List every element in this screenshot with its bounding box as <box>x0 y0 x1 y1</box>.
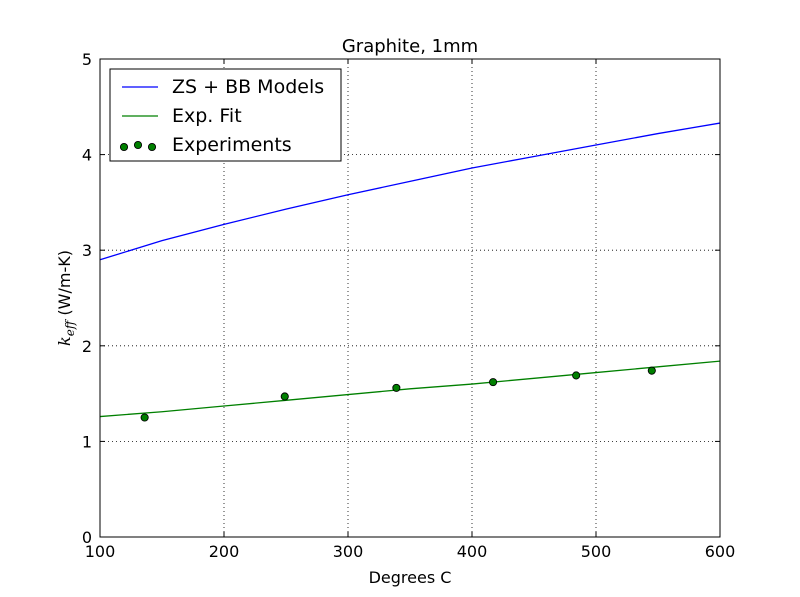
legend-label-2: Experiments <box>172 134 292 156</box>
y-tick-label: 3 <box>82 241 92 260</box>
y-tick-label: 4 <box>82 146 92 165</box>
legend-marker <box>119 142 129 152</box>
data-point <box>647 366 656 375</box>
grid <box>100 59 720 537</box>
legend-label-0: ZS + BB Models <box>172 76 324 98</box>
y-axis-label: keff (W/m-K) <box>55 250 77 346</box>
data-point <box>572 371 581 380</box>
y-axis-label-units: (W/m-K) <box>55 250 74 321</box>
y-tick-label: 5 <box>82 50 92 69</box>
x-tick-label: 200 <box>209 542 240 561</box>
legend-marker <box>133 140 143 150</box>
data-point <box>280 392 289 401</box>
x-axis-label: Degrees C <box>369 568 452 587</box>
x-tick-label: 300 <box>333 542 364 561</box>
legend-label-1: Exp. Fit <box>172 105 242 127</box>
y-tick-label: 2 <box>82 337 92 356</box>
series-line-0 <box>99 122 721 261</box>
data-point <box>489 378 498 387</box>
x-tick-label: 500 <box>581 542 612 561</box>
y-axis-label-subscript: eff <box>63 318 77 336</box>
plot-frame <box>99 58 721 538</box>
data-point <box>392 383 401 392</box>
legend-marker <box>147 142 157 152</box>
series-layer <box>99 122 721 422</box>
x-tick-label: 400 <box>457 542 488 561</box>
y-tick-label: 1 <box>82 432 92 451</box>
ticks: 100 200 300 400 500 600 0 1 2 3 4 5 <box>82 50 735 561</box>
series-line-1 <box>99 360 721 418</box>
x-tick-label: 100 <box>85 542 116 561</box>
chart-title: Graphite, 1mm <box>342 36 478 57</box>
y-axis-label-symbol: k <box>55 336 74 346</box>
legend: ZS + BB Models Exp. Fit Experiments <box>109 68 342 162</box>
y-tick-label: 0 <box>82 528 92 547</box>
x-tick-label: 600 <box>705 542 736 561</box>
data-point <box>140 413 149 422</box>
